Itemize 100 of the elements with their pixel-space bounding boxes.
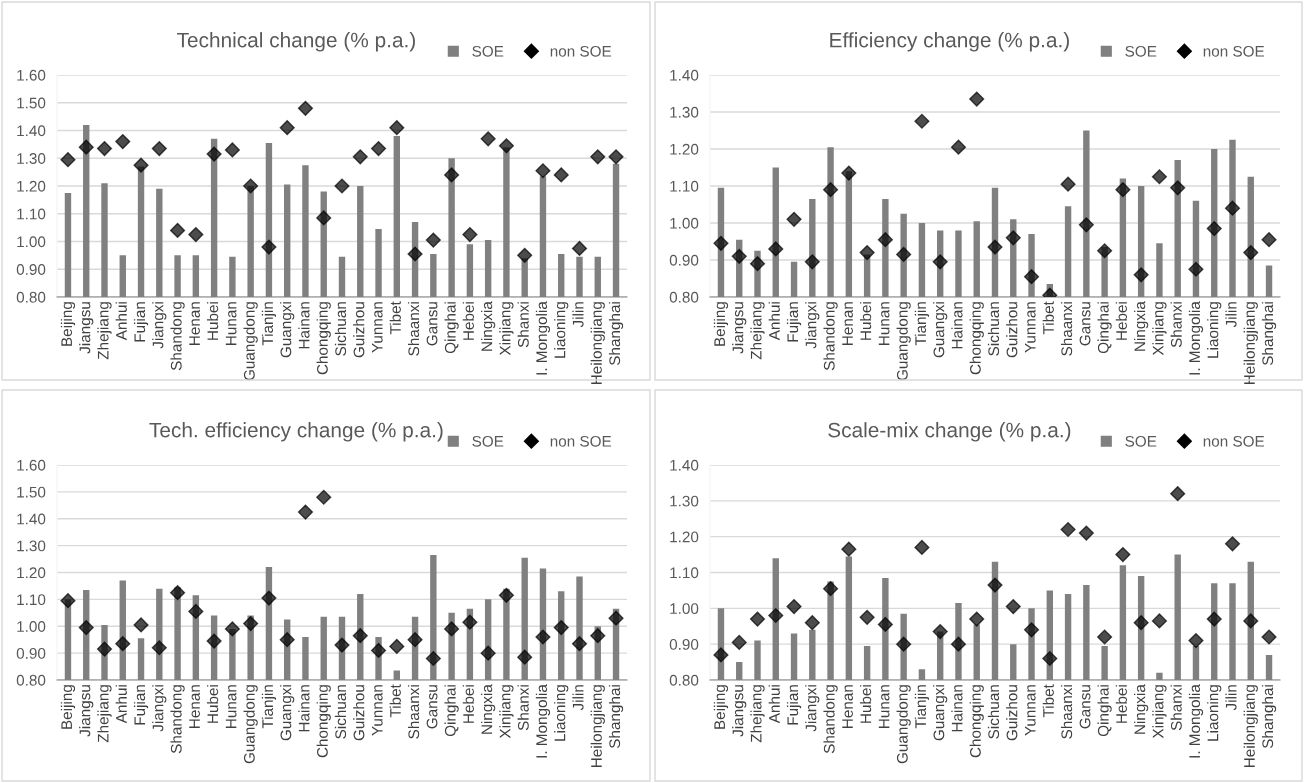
- x-tick-label: Xinjiang: [1152, 685, 1167, 739]
- x-tick-label: Guizhou: [353, 302, 365, 358]
- y-tick-label: 1.10: [670, 567, 699, 579]
- x-tick-label: Sichuan: [987, 302, 1000, 356]
- x-tick-label: Liaoning: [1207, 302, 1222, 358]
- x-tick-label: Gansu: [426, 302, 438, 346]
- x-tick-label: Guangdong: [243, 302, 258, 381]
- x-tick-label: Gansu: [426, 685, 438, 729]
- y-tick-label: 1.20: [670, 143, 699, 155]
- y-tick-label: 1.10: [17, 594, 46, 606]
- x-tick-label: Shaanxi: [1060, 302, 1073, 356]
- x-tick-label: Jiangxi: [805, 302, 820, 349]
- x-tick-label: Jiangsu: [732, 685, 747, 737]
- y-tick-label: 0.90: [669, 639, 699, 650]
- x-tick-label: Jilin: [572, 685, 584, 711]
- y-tick-label: 1.50: [17, 486, 46, 498]
- x-tick-label: Shanghai: [1261, 685, 1277, 749]
- x-tick-label: I. Mongolia: [1188, 301, 1204, 375]
- legend-label: non SOE: [550, 435, 612, 447]
- y-tick-label: 1.40: [670, 459, 699, 471]
- x-tick-label: Yunnan: [1024, 302, 1036, 353]
- x-tick-label: Chongqing: [316, 685, 331, 758]
- x-tick-label: Hainan: [298, 685, 310, 732]
- y-tick-label: 0.80: [669, 291, 699, 303]
- x-tick-label: Shaanxi: [407, 685, 420, 739]
- y-tick-label: 0.80: [16, 674, 46, 686]
- y-tick-label: 1.20: [17, 567, 46, 579]
- x-tick-label: Qinghai: [1097, 685, 1112, 737]
- x-tick-label: Anhui: [115, 302, 127, 341]
- y-tick-label: 1.40: [17, 513, 46, 525]
- y-tick-label: 1.40: [670, 69, 699, 81]
- x-tick-label: Liaoning: [554, 302, 569, 358]
- x-tick-label: Henan: [189, 302, 200, 345]
- x-tick-label: Zhejiang: [97, 302, 112, 360]
- x-tick-label: Yunnan: [1024, 685, 1036, 736]
- x-tick-label: Ningxia: [1134, 684, 1149, 734]
- x-tick-label: Hubei: [206, 302, 219, 340]
- x-tick-label: Jiangxi: [805, 685, 820, 732]
- x-tick-label: Beijing: [60, 302, 76, 346]
- x-tick-label: Sichuan: [334, 302, 347, 356]
- x-tick-label: Shanxi: [517, 302, 529, 348]
- x-tick-label: Sichuan: [334, 685, 347, 739]
- x-tick-label: Hebei: [1115, 685, 1127, 723]
- x-tick-label: Jiangsu: [79, 685, 94, 737]
- x-tick-label: Jiangxi: [152, 302, 167, 349]
- legend-label: non SOE: [550, 45, 612, 57]
- x-tick-label: Anhui: [768, 302, 780, 341]
- y-tick-label: 1.10: [17, 208, 46, 220]
- x-tick-label: Xinjiang: [1152, 302, 1167, 356]
- x-tick-label: Guizhou: [1006, 302, 1018, 358]
- x-tick-label: Henan: [842, 685, 853, 728]
- x-tick-label: Yunnan: [371, 685, 383, 736]
- x-tick-label: Shandong: [170, 302, 185, 371]
- x-tick-label: Guizhou: [353, 685, 365, 741]
- x-tick-label: Heilongjiang: [590, 302, 605, 384]
- y-tick-label: 1.20: [17, 180, 46, 192]
- x-tick-label: Zhejiang: [750, 685, 765, 743]
- x-tick-label: Hebei: [462, 685, 474, 723]
- y-tick-label: 1.00: [17, 621, 46, 632]
- chart-title: Efficiency change (% p.a.): [830, 32, 1069, 52]
- y-tick-label: 0.90: [16, 264, 46, 275]
- x-tick-label: Shanxi: [517, 685, 529, 731]
- x-tick-label: Hebei: [1115, 302, 1127, 340]
- x-tick-label: Fujian: [786, 302, 802, 342]
- x-tick-label: Hunan: [878, 302, 890, 345]
- x-tick-label: Chongqing: [316, 302, 331, 375]
- y-tick-label: 1.60: [17, 69, 46, 81]
- x-tick-label: Liaoning: [554, 685, 569, 741]
- x-tick-label: I. Mongolia: [1188, 684, 1204, 758]
- x-tick-label: Guangdong: [243, 685, 258, 764]
- legend-label: SOE: [472, 45, 504, 57]
- chart-title: Tech. efficiency change (% p.a.): [149, 422, 443, 442]
- y-tick-label: 0.80: [669, 674, 699, 686]
- x-tick-label: Guangdong: [896, 302, 911, 381]
- x-tick-label: Hainan: [298, 302, 310, 349]
- x-tick-label: Yunnan: [371, 302, 383, 353]
- x-tick-label: I. Mongolia: [535, 684, 551, 758]
- x-tick-label: Shandong: [823, 685, 838, 754]
- x-tick-label: Jiangxi: [152, 685, 167, 732]
- legend-label: SOE: [1125, 435, 1157, 447]
- x-tick-label: Beijing: [713, 302, 729, 346]
- x-tick-label: Heilongjiang: [590, 685, 605, 767]
- x-tick-label: Hubei: [859, 302, 872, 340]
- x-tick-label: Gansu: [1079, 685, 1091, 729]
- x-tick-label: Sichuan: [987, 685, 1000, 739]
- x-tick-label: Hubei: [206, 685, 219, 723]
- x-tick-label: Jiangsu: [732, 302, 747, 354]
- x-tick-label: Anhui: [115, 685, 127, 724]
- x-tick-label: Zhejiang: [750, 302, 765, 360]
- x-tick-label: Hunan: [225, 685, 237, 728]
- x-tick-label: Tianjin: [261, 685, 277, 729]
- x-tick-label: Chongqing: [969, 685, 984, 758]
- y-tick-label: 1.30: [17, 153, 46, 164]
- x-tick-label: Henan: [842, 302, 853, 345]
- x-tick-label: Shaanxi: [407, 302, 420, 356]
- legend-label: non SOE: [1203, 435, 1265, 447]
- y-tick-label: 1.00: [670, 603, 699, 615]
- x-tick-label: Guizhou: [1006, 685, 1018, 741]
- x-tick-label: Qinghai: [444, 685, 459, 737]
- x-tick-label: Qinghai: [1097, 302, 1112, 354]
